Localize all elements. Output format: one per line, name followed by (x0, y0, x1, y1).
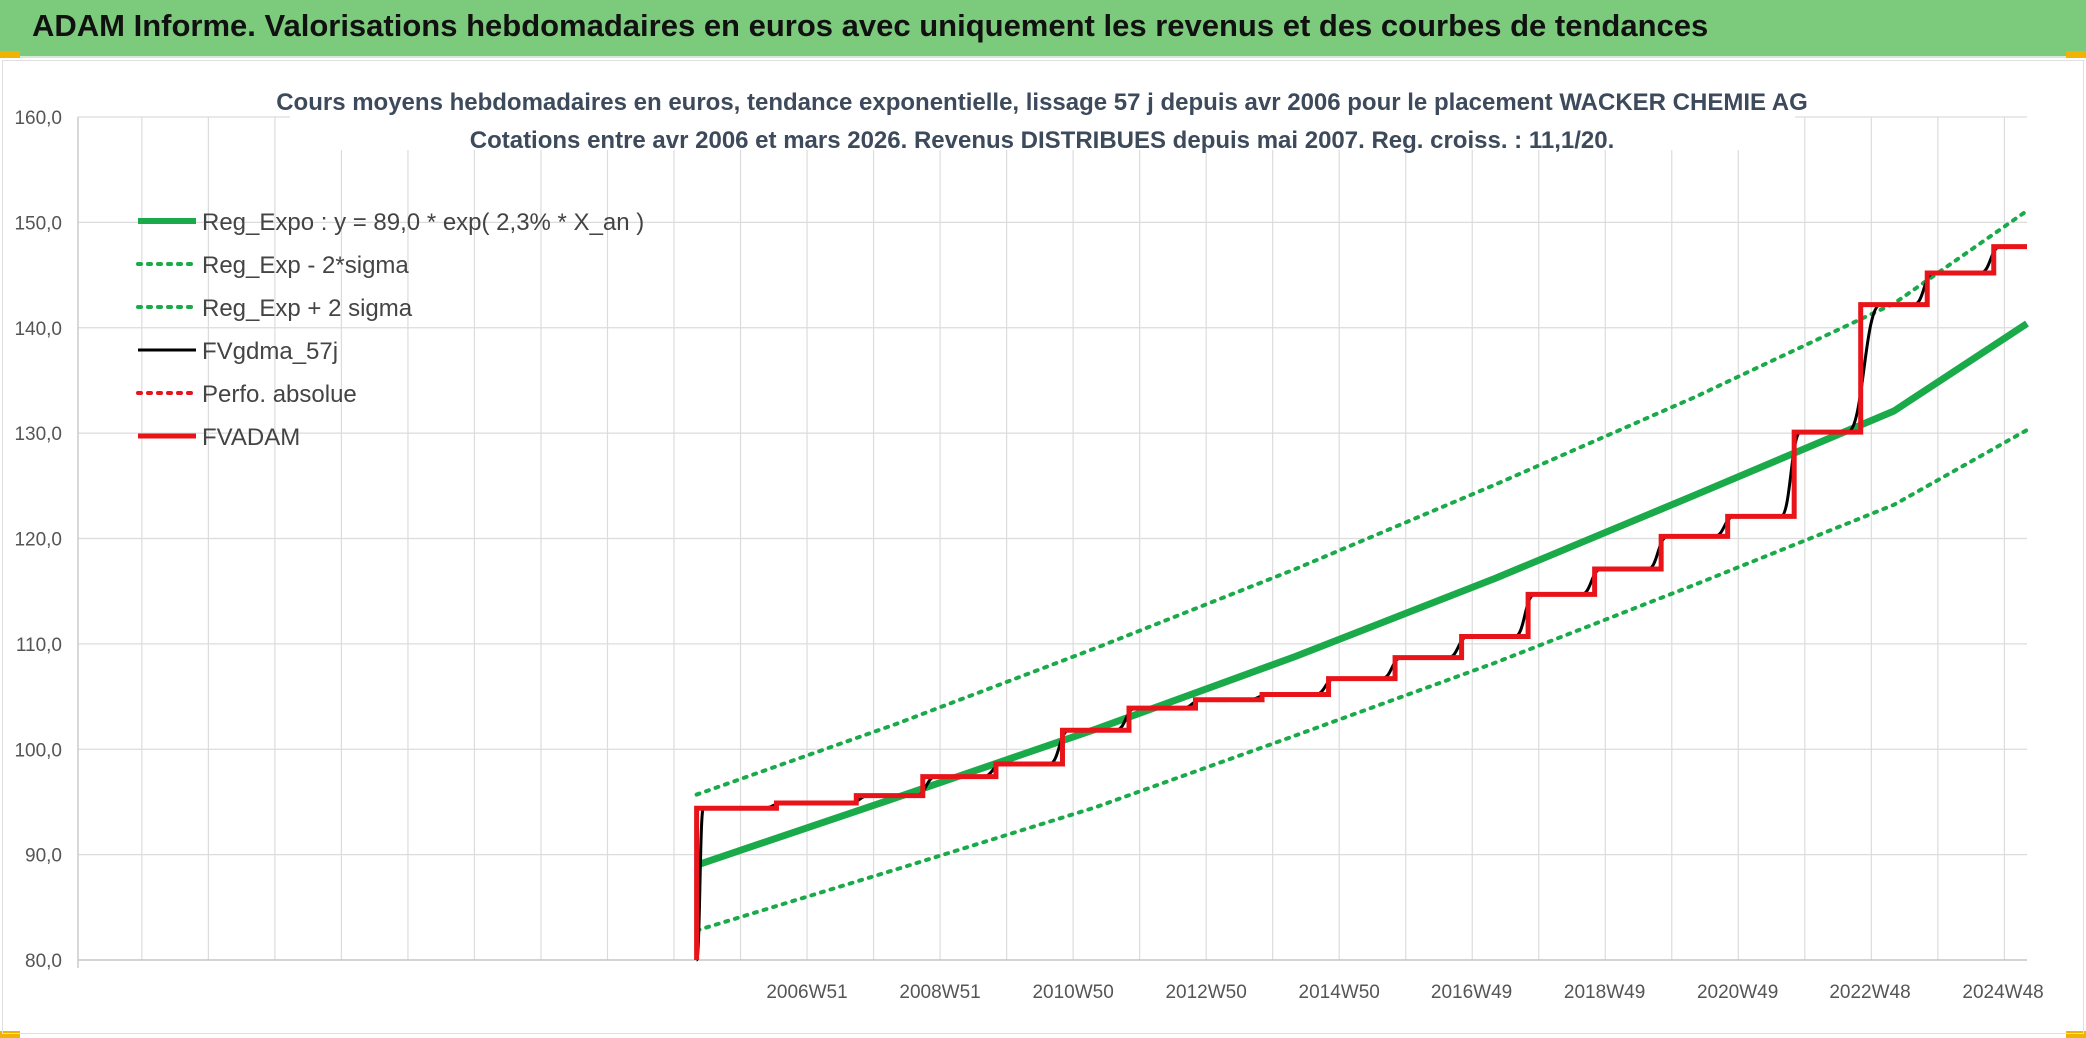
legend-label: FVADAM (202, 424, 300, 451)
y-tick-label: 100,0 (14, 740, 62, 761)
x-tick-label: 2020W49 (1697, 982, 1778, 1003)
report-banner: ADAM Informe. Valorisations hebdomadaire… (0, 0, 2086, 58)
x-tick-label: 2010W50 (1032, 982, 1113, 1003)
x-tick-label: 2014W50 (1299, 982, 1380, 1003)
x-tick-label: 2008W51 (899, 982, 980, 1003)
series (694, 208, 2029, 962)
legend: Reg_Expo : y = 89,0 * exp( 2,3% * X_an )… (136, 209, 644, 451)
x-tick-label: 2022W48 (1829, 982, 1910, 1003)
axes: 80,0 90,0 100,0 110,0 120,0 130,0 140,0 150,0 16… (14, 108, 2043, 1003)
y-tick-label: 130,0 (14, 424, 62, 445)
x-tick-label: 2006W51 (766, 982, 847, 1003)
corner-accent-bottom-left (0, 1031, 20, 1038)
x-tick-label: 2012W50 (1165, 982, 1246, 1003)
legend-label: Reg_Exp + 2 sigma (202, 295, 413, 322)
x-tick-label: 2018W49 (1564, 982, 1645, 1003)
y-tick-label: 110,0 (16, 635, 62, 656)
chart-frame (2, 60, 2084, 1034)
report-title: ADAM Informe. Valorisations hebdomadaire… (32, 8, 1709, 43)
series-line-reg-exp-2-sigma (694, 427, 2029, 933)
corner-accent-top-left (0, 51, 20, 58)
y-tick-label: 120,0 (14, 530, 62, 551)
chart-title-line-2: Cotations entre avr 2006 et mars 2026. R… (470, 127, 1615, 154)
y-tick-label: 80,0 (25, 951, 62, 972)
y-tick-label: 90,0 (25, 846, 62, 867)
series-line-fvadam (694, 244, 2027, 960)
title-background (290, 78, 1795, 150)
y-tick-label: 160,0 (14, 108, 62, 129)
legend-label: Reg_Exp - 2*sigma (202, 252, 409, 279)
grid (78, 116, 2027, 961)
legend-label: FVgdma_57j (202, 338, 338, 365)
x-tick-label: 2016W49 (1431, 982, 1512, 1003)
x-tick-label: 2024W48 (1962, 982, 2043, 1003)
series-line-reg-expo-y-89-0-exp-2-3-x-an (695, 320, 2029, 869)
series-line-reg-exp-2-sigma (694, 208, 2029, 797)
corner-accent-top-right (2066, 51, 2086, 58)
chart-title-line-1: Cours moyens hebdomadaires en euros, ten… (276, 89, 1808, 116)
legend-label: Reg_Expo : y = 89,0 * exp( 2,3% * X_an ) (202, 209, 644, 236)
corner-accent-bottom-right (2066, 1031, 2086, 1038)
y-tick-label: 140,0 (14, 319, 62, 340)
series-line-fvgdma-57j (695, 245, 2027, 962)
y-tick-label: 150,0 (14, 213, 62, 234)
legend-label: Perfo. absolue (202, 381, 357, 408)
